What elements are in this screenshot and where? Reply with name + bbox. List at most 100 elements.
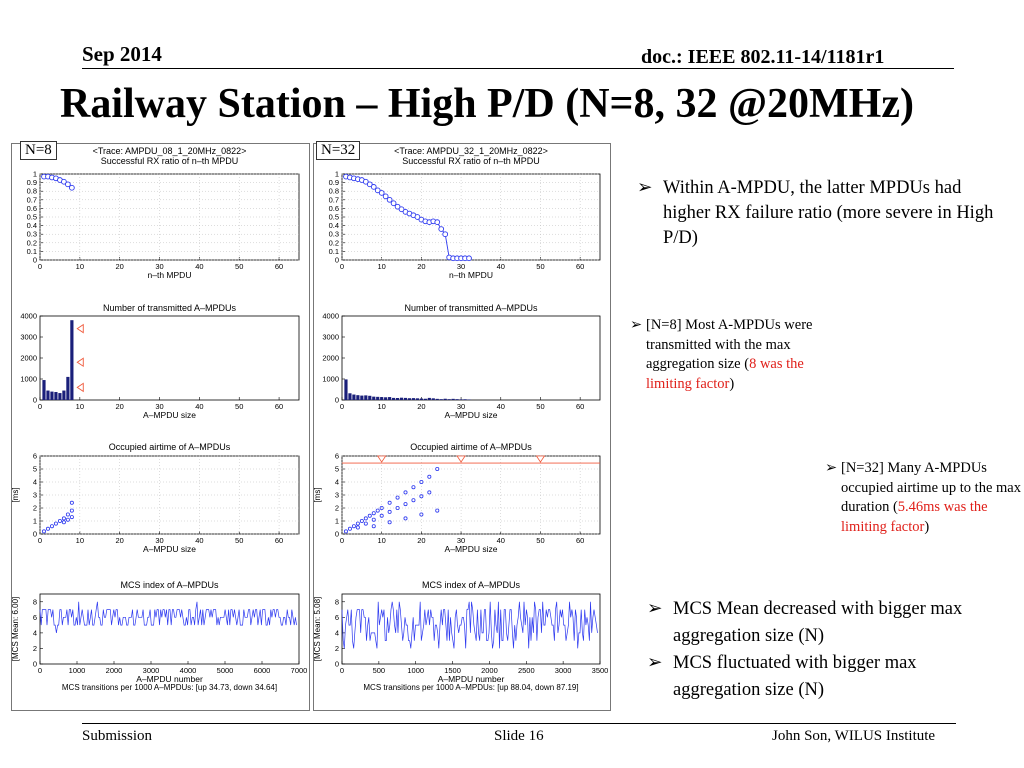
y-tick-label: 2	[335, 504, 339, 513]
x-tick-label: 50	[235, 262, 243, 271]
data-point	[442, 231, 449, 238]
y-tick-label: 3	[33, 491, 37, 500]
x-tick-label: 3000	[555, 666, 572, 675]
x-tick-label: 50	[235, 536, 243, 545]
mcs-trace	[341, 601, 598, 649]
y-axis-label: [ms]	[12, 487, 20, 502]
x-axis-label: A–MPDU number	[438, 674, 505, 684]
plot-frame	[341, 315, 601, 401]
y-tick-label: 4000	[322, 312, 339, 321]
y-tick-label: 6	[335, 613, 339, 622]
y-tick-label: 4	[335, 628, 339, 637]
data-point	[371, 524, 376, 529]
x-tick-label: 0	[340, 262, 344, 271]
x-tick-label: 20	[116, 536, 124, 545]
y-tick-label: 0	[335, 530, 339, 539]
header-divider	[82, 68, 954, 69]
annotation-arrow-icon	[76, 323, 84, 334]
series-line-segment	[444, 234, 450, 258]
data-point	[41, 529, 46, 534]
bullet-n32: ➢ [N=32] Many A-MPDUs occupied airtime u…	[825, 459, 1021, 537]
data-point	[387, 500, 392, 505]
x-tick-label: 0	[38, 536, 42, 545]
y-tick-label: 2000	[20, 354, 37, 363]
x-tick-label: 60	[576, 402, 584, 411]
chart-title: MCS index of A–MPDUs	[422, 580, 521, 590]
data-point	[65, 517, 70, 522]
x-tick-label: 0	[340, 536, 344, 545]
chart-footnote: MCS transitions per 1000 A–MPDUs: [up 88…	[363, 683, 578, 692]
data-point	[65, 512, 70, 517]
data-point	[370, 184, 377, 190]
x-tick-label: 0	[340, 666, 344, 675]
bar	[451, 398, 455, 400]
y-tick-label: 0.2	[27, 238, 37, 247]
x-tick-label: 40	[497, 402, 505, 411]
y-tick-label: 8	[335, 597, 339, 606]
y-tick-label: 3	[335, 491, 339, 500]
y-axis-label: [MCS Mean: 5.08]	[314, 597, 322, 661]
data-point	[411, 498, 416, 503]
x-tick-label: 20	[116, 402, 124, 411]
x-tick-label: 0	[38, 402, 42, 411]
data-point	[435, 466, 440, 471]
y-tick-label: 0	[335, 396, 339, 405]
plot-frame	[39, 593, 300, 665]
data-point	[394, 203, 401, 210]
tag-n8: N=8	[20, 141, 57, 160]
y-tick-label: 1000	[20, 375, 37, 384]
bar	[348, 393, 352, 400]
bar	[368, 395, 372, 400]
x-tick-label: 30	[155, 536, 163, 545]
chart-title: Number of transmitted A–MPDUs	[103, 303, 237, 313]
arrow-bullet-icon: ➢	[630, 317, 643, 333]
x-tick-label: 30	[457, 536, 465, 545]
x-tick-label: 20	[417, 536, 425, 545]
chart-subtitle: Successful RX ratio of n–th MPDU	[402, 156, 540, 166]
x-tick-label: 60	[275, 262, 283, 271]
x-tick-label: 40	[195, 262, 203, 271]
y-tick-label: 0	[33, 660, 37, 669]
x-tick-label: 1500	[444, 666, 461, 675]
bar	[395, 398, 400, 400]
bullet-mcs-fluct-text: MCS fluctuated with bigger max aggregati…	[673, 653, 917, 700]
chart-title: Occupied airtime of A–MPDUs	[109, 442, 231, 452]
figure-n8-plots: <Trace: AMPDU_08_1_20MHz_0822>Successful…	[12, 146, 307, 692]
bar	[467, 399, 471, 400]
x-axis-label: n–th MPDU	[148, 270, 192, 280]
data-point	[359, 518, 364, 523]
data-point	[375, 508, 380, 513]
figure-panel-n8: <Trace: AMPDU_08_1_20MHz_0822> Successful…	[11, 143, 310, 711]
bullet-n8-close: )	[729, 375, 735, 392]
data-point	[363, 521, 368, 526]
x-tick-label: 3500	[592, 666, 609, 675]
x-tick-label: 20	[417, 262, 425, 271]
data-point	[366, 181, 373, 188]
chart-subtitle: Successful RX ratio of n–th MPDU	[101, 156, 239, 166]
figure-n32-plots: <Trace: AMPDU_32_1_20MHz_0822>Successful…	[314, 146, 609, 692]
bar	[352, 394, 356, 400]
x-tick-label: 60	[576, 262, 584, 271]
x-tick-label: 40	[497, 262, 505, 271]
bar	[439, 399, 443, 400]
y-tick-label: 0	[33, 530, 37, 539]
y-tick-label: 0.4	[27, 221, 37, 230]
data-point	[69, 500, 74, 505]
y-tick-label: 1000	[322, 375, 339, 384]
x-tick-label: 30	[457, 262, 465, 271]
x-tick-label: 50	[536, 402, 544, 411]
data-point	[466, 255, 472, 262]
bar	[54, 392, 58, 400]
x-tick-label: 60	[275, 536, 283, 545]
data-point	[390, 200, 397, 207]
data-point	[69, 508, 74, 513]
data-point	[347, 526, 352, 531]
data-point	[371, 517, 376, 522]
bullet-n32-text: [N=32] Many A-MPDUs occupied airtime up …	[841, 460, 1021, 515]
x-tick-label: 10	[76, 262, 84, 271]
x-tick-label: 20	[417, 402, 425, 411]
chart-footnote: MCS transitions per 1000 A–MPDUs: [up 34…	[62, 683, 277, 692]
y-tick-label: 0.7	[27, 195, 37, 204]
y-tick-label: 0.6	[27, 204, 37, 213]
data-point	[379, 505, 384, 510]
